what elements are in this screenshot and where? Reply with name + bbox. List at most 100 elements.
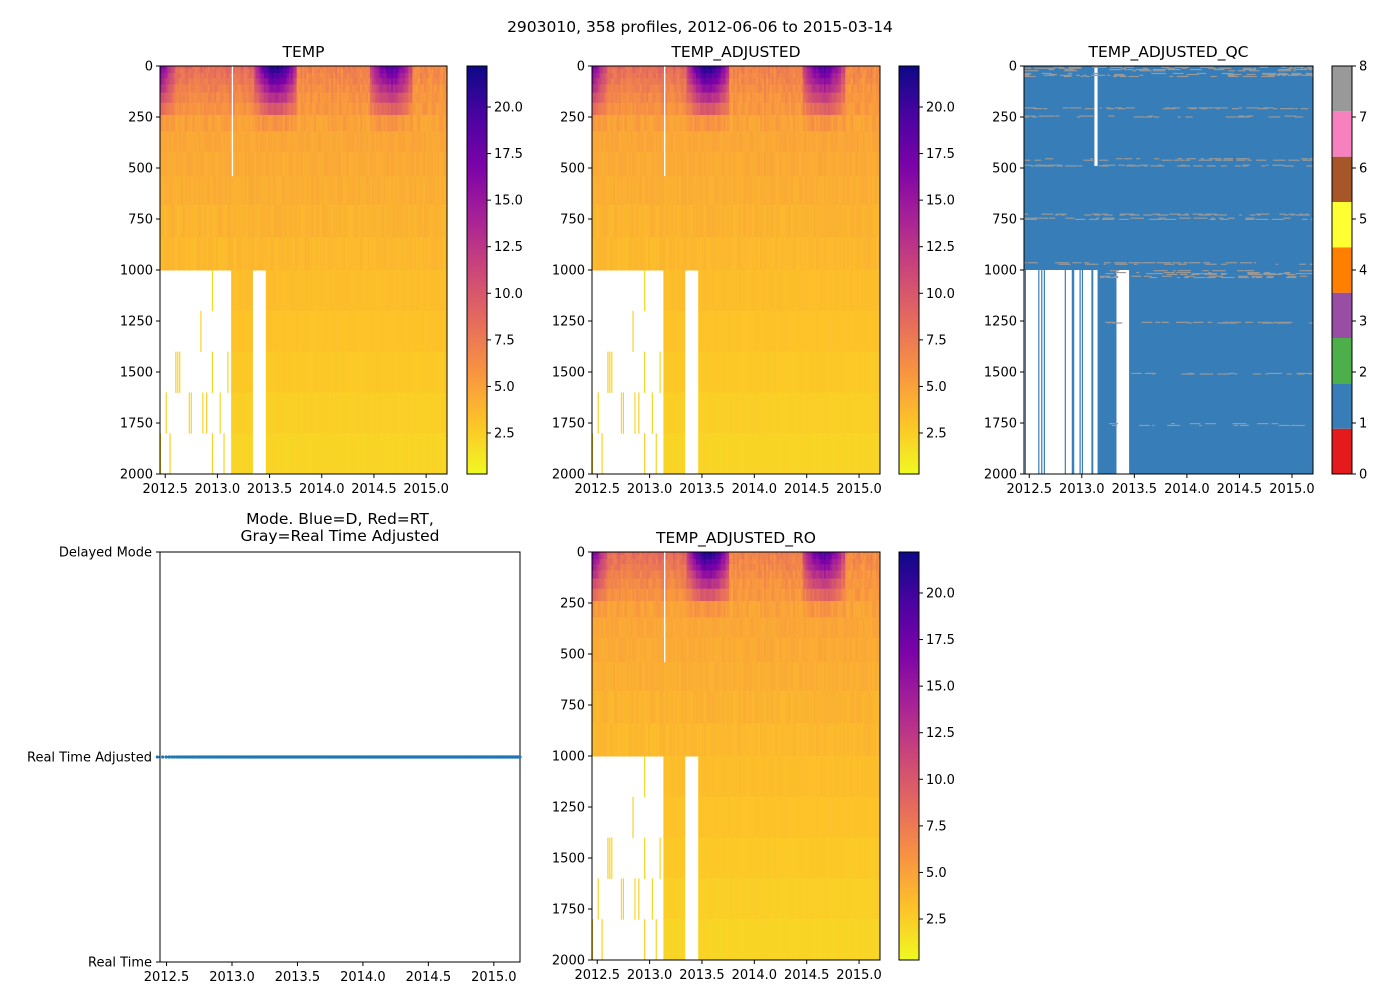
heatmap-cell [165,151,169,177]
heatmap-cell [651,392,653,434]
heatmap-cell [613,69,616,74]
heatmap-cell [709,131,713,153]
heatmap-cell [196,237,199,271]
heatmap-cell [296,204,300,238]
heatmap-cell [736,151,740,177]
heatmap-cell [860,78,864,85]
heatmap-cell [808,204,811,238]
heatmap-cell [752,351,755,393]
heatmap-cell [371,66,375,70]
heatmap-cell [818,114,821,132]
heatmap-cell [642,114,645,132]
heatmap-cell [593,204,597,238]
heatmap-cell [673,204,676,238]
heatmap-cell [300,204,304,238]
heatmap-cell [277,92,280,104]
heatmap-cell [748,73,752,79]
heatmap-cell [288,131,292,153]
heatmap-cell [323,270,327,312]
heatmap-cell [327,151,331,177]
heatmap-cell [186,102,190,116]
heatmap-cell [337,392,340,434]
heatmap-cell [396,114,400,132]
heatmap-cell [630,73,634,79]
heatmap-cell [616,102,620,116]
heatmap-cell [839,204,842,238]
heatmap-cell [789,114,792,132]
heatmap-cell [379,131,383,153]
heatmap-cell [866,392,869,434]
heatmap-cell [362,92,365,104]
heatmap-cell [271,237,275,271]
heatmap-cell [437,69,440,74]
heatmap-cell [169,102,173,116]
heatmap-cell [872,69,875,74]
heatmap-cell [754,151,757,177]
heatmap-cell [208,73,211,79]
heatmap-cell [781,176,784,206]
heatmap-cell [742,392,746,434]
heatmap-cell [221,66,225,70]
heatmap-cell [698,131,701,153]
heatmap-cell [733,102,736,116]
heatmap-cell [420,151,423,177]
heatmap-cell [707,351,711,393]
heatmap-cell [850,114,854,132]
heatmap-cell [287,73,290,79]
heatmap-cell [673,66,676,70]
heatmap-cell [267,69,271,74]
heatmap-cell [186,69,190,74]
heatmap-cell [369,176,373,206]
heatmap-cell [352,204,356,238]
heatmap-cell [437,66,440,70]
heatmap-cell [779,73,782,79]
heatmap-cell [777,433,781,474]
heatmap-cell [350,176,354,206]
heatmap-cell [821,151,825,177]
heatmap-cell [179,204,182,238]
heatmap-cell [653,92,657,104]
heatmap-cell [346,69,350,74]
heatmap-cell [288,310,292,353]
heatmap-cell [319,151,323,177]
heatmap-cell [265,176,269,206]
heatmap-cell [246,176,250,206]
heatmap-cell [814,433,817,474]
heatmap-cell [200,114,203,132]
heatmap-cell [281,392,284,434]
heatmap-cell [682,114,686,132]
heatmap-cell [868,237,871,271]
heatmap-cell [711,131,715,153]
heatmap-cell [773,73,777,79]
heatmap-cell [420,237,423,271]
heatmap-cell [335,237,338,271]
heatmap-cell [628,66,632,70]
heatmap-cell [762,310,765,353]
heatmap-cell [423,151,427,177]
heatmap-cell [684,73,688,79]
heatmap-cell [285,310,288,353]
heatmap-cell [294,237,298,271]
heatmap-cell [400,176,404,206]
heatmap-cell [682,433,686,474]
heatmap-cell [287,310,290,353]
heatmap-cell [244,131,248,153]
heatmap-cell [599,102,603,116]
heatmap-cell [179,92,182,104]
heatmap-cell [601,114,605,132]
heatmap-cell [288,204,292,238]
heatmap-cell [781,131,784,153]
heatmap-cell [709,310,713,353]
heatmap-cell [601,66,605,70]
heatmap-cell [433,433,437,474]
heatmap-cell [435,237,438,271]
heatmap-cell [254,69,257,74]
heatmap-cell [821,351,825,393]
heatmap-cell [211,176,215,206]
heatmap-cell [626,151,630,177]
heatmap-cell [429,102,433,116]
heatmap-cell [400,204,404,238]
heatmap-cell [634,392,636,434]
heatmap-cell [860,310,864,353]
heatmap-cell [607,78,610,85]
